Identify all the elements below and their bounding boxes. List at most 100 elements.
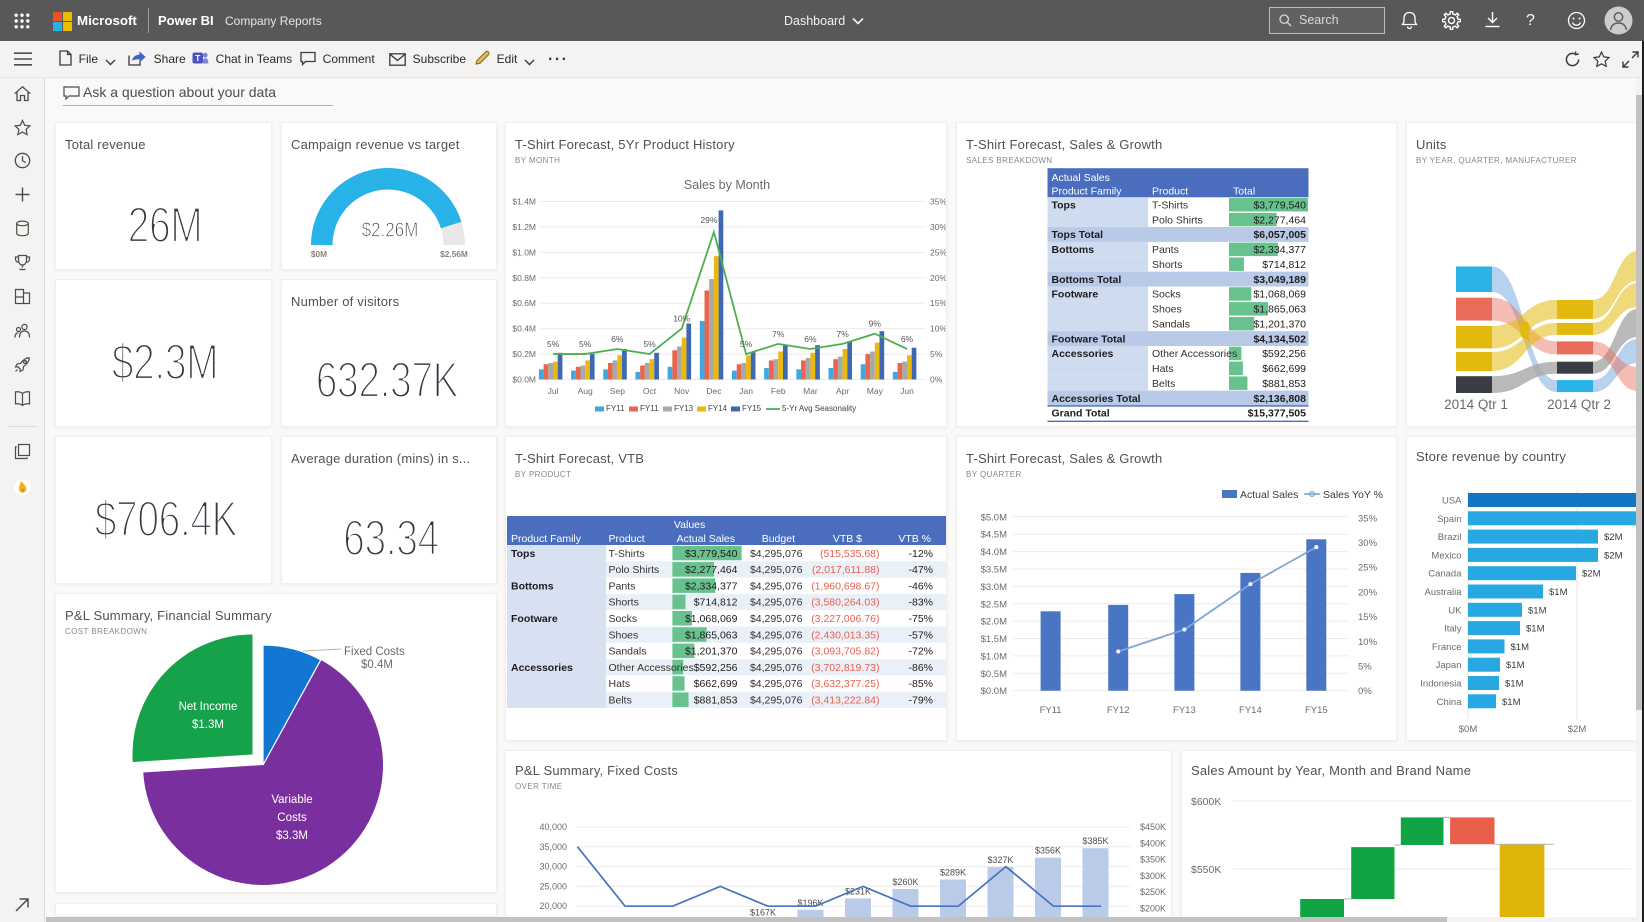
svg-text:FY14: FY14 [708, 404, 728, 413]
svg-text:$0M: $0M [311, 249, 327, 259]
svg-text:Shorts: Shorts [1152, 259, 1182, 271]
svg-text:29%: 29% [700, 215, 717, 225]
svg-text:$3.0M: $3.0M [981, 582, 1007, 593]
svg-text:$250K: $250K [1140, 887, 1166, 897]
svg-text:6%: 6% [901, 334, 914, 344]
svg-text:$289K: $289K [940, 867, 966, 877]
svg-text:10%: 10% [673, 314, 690, 324]
svg-text:$2.0M: $2.0M [981, 617, 1007, 628]
svg-text:$1,201,370: $1,201,370 [1253, 318, 1306, 330]
svg-text:$2.56M: $2.56M [440, 249, 468, 259]
svg-text:$1.2M: $1.2M [512, 222, 536, 232]
svg-text:Jun: Jun [900, 386, 914, 396]
svg-text:Pants: Pants [1152, 244, 1179, 256]
svg-text:Australia: Australia [1425, 587, 1463, 598]
svg-text:Belts: Belts [609, 695, 632, 707]
svg-text:$3,049,189: $3,049,189 [1253, 274, 1306, 286]
svg-text:$4,295,076: $4,295,076 [750, 564, 803, 576]
svg-text:$3,779,540: $3,779,540 [685, 548, 738, 560]
svg-text:-86%: -86% [908, 662, 933, 674]
svg-text:0%: 0% [930, 375, 943, 385]
svg-text:$450K: $450K [1140, 822, 1166, 832]
svg-text:$0.2M: $0.2M [512, 349, 536, 359]
svg-text:$1.0M: $1.0M [512, 247, 536, 257]
svg-text:$300K: $300K [1140, 871, 1166, 881]
svg-text:FY12: FY12 [1107, 705, 1130, 716]
svg-text:Actual Sales: Actual Sales [677, 533, 735, 545]
svg-text:$231K: $231K [845, 886, 871, 896]
svg-text:Socks: Socks [1152, 289, 1181, 301]
svg-text:9%: 9% [869, 319, 882, 329]
svg-text:-12%: -12% [908, 548, 933, 560]
svg-text:China: China [1437, 697, 1463, 708]
svg-text:$200K: $200K [1140, 904, 1166, 914]
svg-text:35,000: 35,000 [539, 842, 567, 852]
svg-text:$881,853: $881,853 [694, 695, 738, 707]
svg-text:$1.5M: $1.5M [981, 634, 1007, 645]
svg-text:$1M: $1M [1526, 624, 1545, 635]
svg-text:$1M: $1M [1506, 660, 1525, 671]
svg-text:35%: 35% [930, 197, 947, 207]
svg-text:T-Shirts: T-Shirts [1152, 200, 1188, 212]
svg-text:$6,057,005: $6,057,005 [1253, 229, 1306, 241]
svg-text:Brazil: Brazil [1438, 532, 1462, 543]
svg-text:25,000: 25,000 [539, 881, 567, 891]
svg-text:(3,413,222.84): (3,413,222.84) [811, 695, 879, 707]
svg-text:Fixed Costs: Fixed Costs [344, 646, 405, 658]
svg-text:Italy: Italy [1444, 624, 1462, 635]
svg-text:VTB $: VTB $ [833, 533, 862, 545]
svg-text:Grand Total: Grand Total [1052, 408, 1110, 420]
svg-text:$1.4M: $1.4M [512, 197, 536, 207]
svg-text:30%: 30% [1358, 538, 1378, 549]
svg-text:(3,580,264.03): (3,580,264.03) [811, 597, 879, 609]
svg-text:$4.0M: $4.0M [981, 547, 1007, 558]
svg-text:VTB %: VTB % [898, 533, 931, 545]
svg-text:$881,853: $881,853 [1262, 378, 1306, 390]
svg-text:$2M: $2M [1604, 550, 1623, 561]
svg-text:-57%: -57% [908, 629, 933, 641]
svg-text:Accessories Total: Accessories Total [1052, 393, 1141, 405]
svg-text:Shorts: Shorts [609, 597, 639, 609]
svg-text:0%: 0% [1358, 686, 1372, 697]
svg-text:Other Accessories: Other Accessories [1152, 348, 1237, 360]
svg-text:$4.5M: $4.5M [981, 530, 1007, 541]
svg-text:Aug: Aug [578, 386, 593, 396]
svg-text:$1,068,069: $1,068,069 [1253, 289, 1306, 301]
svg-text:$1,865,063: $1,865,063 [1253, 304, 1306, 316]
svg-text:$1M: $1M [1505, 679, 1524, 690]
svg-text:$592,256: $592,256 [694, 662, 738, 674]
svg-text:Net Income: Net Income [179, 701, 238, 713]
svg-text:Jul: Jul [548, 386, 559, 396]
svg-text:Oct: Oct [643, 386, 657, 396]
svg-text:$400K: $400K [1140, 838, 1166, 848]
svg-text:Dec: Dec [706, 386, 722, 396]
svg-text:Bottoms: Bottoms [1052, 244, 1095, 256]
svg-text:Hats: Hats [609, 678, 631, 690]
svg-text:Accessories: Accessories [1052, 348, 1114, 360]
svg-text:-47%: -47% [908, 564, 933, 576]
svg-text:$0.4M: $0.4M [512, 324, 536, 334]
svg-text:(2,017,611.88): (2,017,611.88) [812, 564, 880, 576]
svg-text:$327K: $327K [987, 855, 1013, 865]
svg-text:$4,295,076: $4,295,076 [750, 580, 803, 592]
svg-text:Sandals: Sandals [609, 646, 647, 658]
svg-text:5%: 5% [547, 339, 560, 349]
svg-text:Values: Values [674, 519, 705, 531]
svg-text:$1M: $1M [1549, 587, 1568, 598]
svg-text:Polo Shirts: Polo Shirts [609, 564, 660, 576]
svg-text:$1M: $1M [1502, 697, 1521, 708]
svg-text:$3.3M: $3.3M [276, 830, 308, 842]
svg-text:Jan: Jan [739, 386, 753, 396]
svg-text:Nov: Nov [674, 386, 690, 396]
svg-text:$4,295,076: $4,295,076 [750, 695, 803, 707]
svg-text:$3,779,540: $3,779,540 [1253, 200, 1306, 212]
svg-text:Accessories: Accessories [511, 662, 573, 674]
svg-text:6%: 6% [611, 334, 624, 344]
svg-text:$2M: $2M [1582, 569, 1601, 580]
svg-text:FY14: FY14 [1239, 705, 1262, 716]
svg-text:$662,699: $662,699 [1262, 363, 1306, 375]
svg-text:(3,227,006.76): (3,227,006.76) [811, 613, 879, 625]
svg-text:France: France [1432, 642, 1462, 653]
svg-text:USA: USA [1442, 496, 1462, 507]
svg-text:$356K: $356K [1035, 846, 1061, 856]
